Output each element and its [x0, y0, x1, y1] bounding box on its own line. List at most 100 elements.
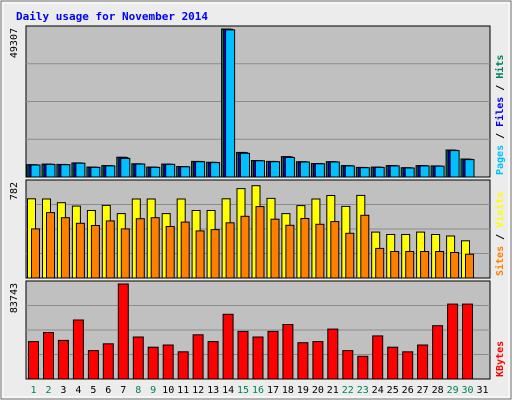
x-tick-label-day-17: 17	[267, 385, 279, 396]
x-tick-label-day-15: 15	[237, 385, 249, 396]
bar-pages-day-27	[420, 166, 429, 177]
bar-pages-day-23	[360, 168, 369, 177]
right-label-panel-2: KBytes	[495, 341, 506, 377]
bar-kbytes-day-4	[73, 320, 83, 379]
x-tick-label-day-22: 22	[342, 385, 354, 396]
bar-pages-day-12	[196, 162, 205, 177]
x-tick-label-day-7: 7	[120, 385, 126, 396]
bar-pages-day-9	[151, 167, 160, 177]
x-tick-label-day-16: 16	[252, 385, 264, 396]
bar-kbytes-day-16	[253, 337, 263, 379]
bar-sites-day-5	[91, 226, 99, 279]
x-tick-label-day-23: 23	[357, 385, 369, 396]
bar-sites-day-27	[421, 252, 429, 279]
right-label-panel-0: Pages / Files / Hits	[494, 55, 506, 175]
bar-pages-day-29	[450, 151, 459, 177]
bar-kbytes-day-19	[298, 343, 308, 379]
bar-sites-day-1	[32, 229, 40, 278]
x-tick-label-day-27: 27	[417, 385, 429, 396]
x-tick-label-day-14: 14	[222, 385, 234, 396]
right-label-panel-1: Sites / Visits	[494, 192, 506, 276]
bar-sites-day-8	[136, 219, 144, 278]
bar-sites-day-19	[301, 219, 309, 279]
chart-panels: 49307 782 83743	[9, 26, 490, 379]
bar-sites-day-22	[346, 233, 354, 278]
right-label-part-1: /	[495, 127, 506, 145]
bar-pages-day-14	[226, 30, 235, 177]
chart-title: Daily usage for November 2014	[16, 10, 208, 23]
panel-visits-sites: 782	[9, 180, 490, 278]
x-tick-label-day-4: 4	[75, 385, 81, 396]
x-tick-label-day-12: 12	[192, 385, 204, 396]
bar-sites-day-15	[241, 216, 249, 278]
bar-kbytes-day-5	[88, 351, 98, 379]
bar-sites-day-7	[121, 229, 129, 278]
max-label-visits-sites: 782	[9, 182, 20, 200]
bar-pages-day-3	[61, 165, 70, 177]
x-tick-label-day-28: 28	[432, 385, 444, 396]
bar-kbytes-day-22	[343, 351, 353, 379]
bar-kbytes-day-2	[44, 333, 54, 380]
bar-kbytes-day-20	[313, 342, 323, 379]
bar-kbytes-day-26	[403, 352, 413, 379]
bar-kbytes-day-18	[283, 325, 293, 380]
x-tick-label-day-26: 26	[402, 385, 414, 396]
bar-kbytes-day-10	[163, 345, 173, 379]
x-tick-label-day-25: 25	[387, 385, 399, 396]
bar-pages-day-17	[271, 162, 280, 177]
bar-sites-day-2	[47, 213, 55, 278]
bar-pages-day-13	[211, 163, 220, 177]
bar-sites-day-24	[376, 248, 384, 278]
x-tick-label-day-13: 13	[207, 385, 219, 396]
x-tick-label-day-29: 29	[447, 385, 459, 396]
bar-pages-day-19	[300, 162, 309, 177]
bar-kbytes-day-17	[268, 331, 278, 379]
bar-sites-day-20	[316, 224, 324, 278]
bar-sites-day-6	[106, 221, 114, 278]
bar-pages-day-24	[375, 167, 384, 177]
bar-pages-day-18	[285, 158, 294, 178]
bar-kbytes-day-21	[328, 329, 338, 379]
bar-sites-day-28	[436, 252, 444, 279]
x-tick-label-day-30: 30	[461, 385, 473, 396]
bar-kbytes-day-7	[118, 284, 128, 379]
bar-sites-day-18	[286, 225, 294, 278]
bar-pages-day-22	[345, 166, 354, 177]
right-label-part-0: Pages	[495, 145, 506, 175]
x-tick-label-day-19: 19	[297, 385, 309, 396]
right-label-part-2: Visits	[494, 192, 506, 228]
bar-kbytes-day-24	[373, 336, 383, 379]
bar-kbytes-day-25	[388, 347, 398, 379]
x-tick-label-day-1: 1	[30, 385, 36, 396]
right-label-part-0: Sites	[494, 246, 506, 276]
bar-kbytes-day-14	[223, 314, 233, 379]
bar-pages-day-21	[330, 162, 339, 177]
bar-kbytes-day-28	[433, 326, 443, 379]
bar-pages-day-5	[91, 167, 100, 177]
x-tick-label-day-31: 31	[476, 385, 488, 396]
x-tick-label-day-20: 20	[312, 385, 324, 396]
bar-kbytes-day-6	[103, 344, 113, 379]
x-tick-label-day-10: 10	[162, 385, 174, 396]
right-label-part-3: /	[495, 79, 506, 97]
bar-kbytes-day-12	[193, 335, 203, 379]
bar-pages-day-20	[315, 164, 324, 177]
panel-hits-files-pages: 49307	[9, 26, 490, 177]
bar-sites-day-17	[271, 219, 279, 278]
right-label-part-4: Hits	[494, 55, 506, 79]
bar-pages-day-16	[256, 161, 265, 177]
x-tick-label-day-5: 5	[90, 385, 96, 396]
bar-sites-day-23	[361, 215, 369, 278]
bar-sites-day-13	[211, 230, 219, 278]
bar-sites-day-25	[391, 252, 399, 279]
bar-sites-day-30	[466, 254, 474, 278]
x-tick-label-day-21: 21	[327, 385, 339, 396]
panel-kbytes: 83743	[9, 281, 490, 379]
bar-sites-day-3	[61, 218, 69, 278]
bar-kbytes-day-15	[238, 331, 248, 379]
bar-kbytes-day-13	[208, 342, 218, 379]
bar-kbytes-day-3	[58, 340, 68, 379]
bar-pages-day-6	[106, 166, 115, 177]
max-label-kbytes: 83743	[9, 283, 20, 313]
bar-pages-day-8	[136, 164, 145, 177]
